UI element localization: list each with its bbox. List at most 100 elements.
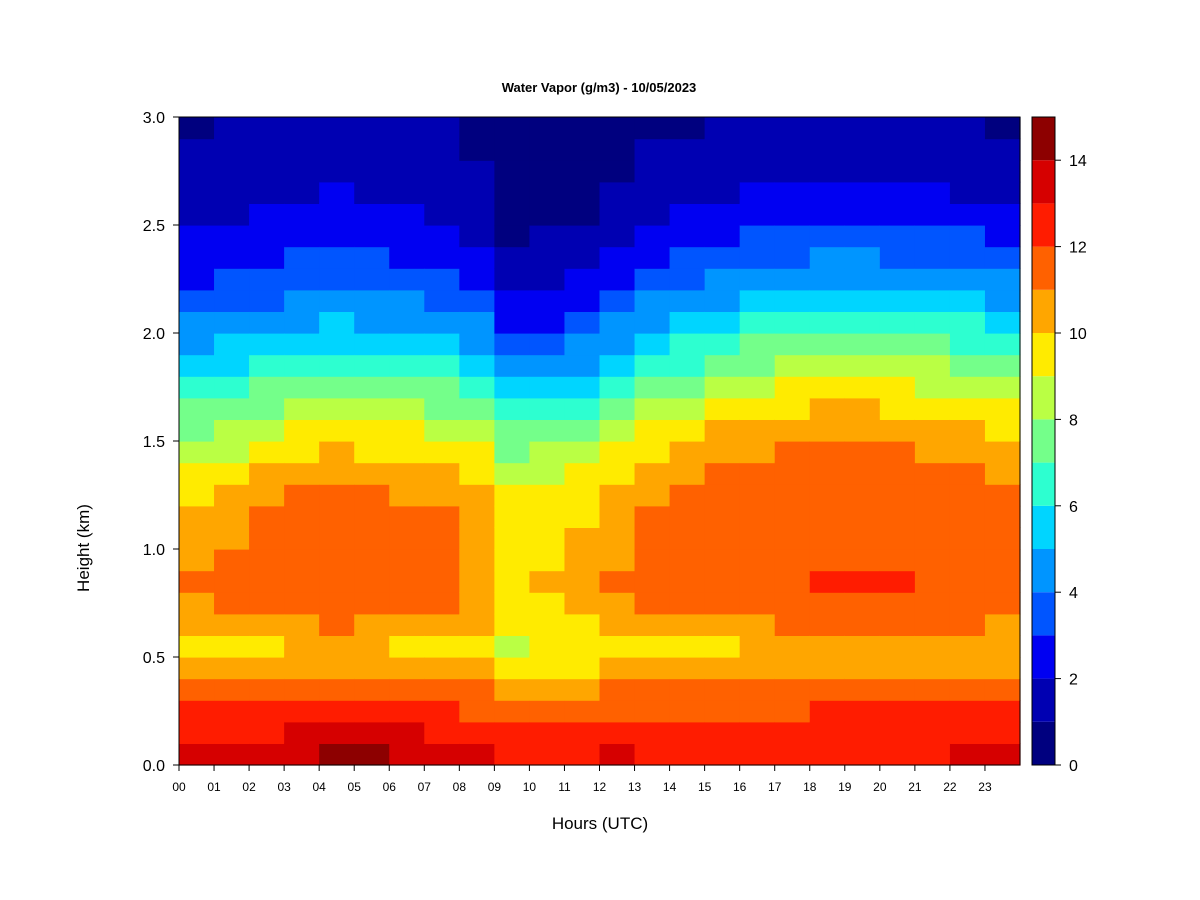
x-tick-label: 00: [172, 780, 186, 794]
heatmap-cell: [704, 613, 741, 636]
heatmap-cell: [634, 138, 671, 161]
heatmap-cell: [984, 181, 1021, 204]
heatmap-cell: [459, 397, 495, 420]
x-tick-label: 09: [488, 780, 502, 794]
heatmap-cell: [354, 376, 390, 399]
heatmap-cell: [634, 592, 671, 615]
heatmap-cell: [634, 721, 671, 744]
heatmap-cell: [634, 462, 671, 485]
heatmap-cell: [389, 743, 425, 766]
heatmap-cell: [529, 462, 566, 485]
heatmap-cell: [599, 354, 636, 377]
heatmap-cell: [669, 613, 706, 636]
heatmap-cell: [774, 160, 811, 183]
colorbar-tick-label: 0: [1069, 758, 1078, 775]
heatmap-cell: [984, 225, 1021, 248]
heatmap-cell: [809, 721, 846, 744]
heatmap-cell: [459, 592, 495, 615]
x-axis-label: Hours (UTC): [552, 814, 648, 833]
heatmap-cell: [319, 354, 355, 377]
heatmap-cell: [319, 268, 355, 291]
heatmap-cell: [739, 635, 776, 658]
heatmap-cell: [984, 721, 1021, 744]
heatmap-cell: [634, 657, 671, 680]
heatmap-cell: [424, 138, 460, 161]
heatmap-cell: [949, 743, 986, 766]
heatmap-cell: [284, 570, 320, 593]
heatmap-cell: [459, 549, 495, 572]
heatmap-cell: [599, 527, 636, 550]
heatmap-cell: [564, 268, 601, 291]
heatmap-cell: [879, 505, 916, 528]
heatmap-cell: [179, 311, 215, 334]
heatmap-cell: [844, 462, 881, 485]
heatmap-cell: [249, 592, 285, 615]
heatmap-cell: [984, 333, 1021, 356]
heatmap-cell: [284, 117, 320, 140]
heatmap-cell: [564, 397, 601, 420]
heatmap-cell: [949, 181, 986, 204]
heatmap-cell: [984, 678, 1021, 701]
heatmap-cell: [214, 376, 250, 399]
heatmap-cell: [424, 354, 460, 377]
heatmap-cell: [844, 505, 881, 528]
x-tick-label: 06: [383, 780, 397, 794]
heatmap-cell: [774, 419, 811, 442]
heatmap-cell: [249, 700, 285, 723]
heatmap-cell: [284, 743, 320, 766]
heatmap-cell: [529, 354, 566, 377]
heatmap-cell: [739, 397, 776, 420]
heatmap-cell: [599, 181, 636, 204]
heatmap-cell: [844, 549, 881, 572]
colorbar-band: [1032, 678, 1055, 722]
x-tick-label: 04: [312, 780, 326, 794]
heatmap-cell: [389, 203, 425, 226]
heatmap-cell: [634, 181, 671, 204]
heatmap-cell: [739, 721, 776, 744]
heatmap-cell: [214, 311, 250, 334]
heatmap-cell: [634, 397, 671, 420]
heatmap-cell: [564, 246, 601, 269]
heatmap-cell: [564, 570, 601, 593]
heatmap-cell: [459, 203, 495, 226]
heatmap-cell: [949, 225, 986, 248]
heatmap-cell: [809, 181, 846, 204]
heatmap-cell: [319, 289, 355, 312]
x-tick-label: 02: [242, 780, 256, 794]
heatmap-cell: [739, 268, 776, 291]
heatmap-cell: [634, 527, 671, 550]
heatmap-cell: [774, 289, 811, 312]
chart-title: Water Vapor (g/m3) - 10/05/2023: [502, 80, 697, 95]
heatmap-cell: [774, 570, 811, 593]
heatmap-cell: [669, 117, 706, 140]
heatmap-cell: [424, 592, 460, 615]
heatmap-plot-area: [179, 117, 1021, 766]
heatmap-cell: [914, 462, 951, 485]
heatmap-cell: [879, 397, 916, 420]
heatmap-cell: [669, 376, 706, 399]
heatmap-cell: [739, 462, 776, 485]
heatmap-cell: [319, 700, 355, 723]
heatmap-cell: [599, 117, 636, 140]
heatmap-cell: [354, 333, 390, 356]
heatmap-cell: [564, 203, 601, 226]
heatmap-cell: [249, 225, 285, 248]
heatmap-cell: [179, 268, 215, 291]
colorbar-band: [1032, 721, 1055, 765]
heatmap-cell: [879, 225, 916, 248]
heatmap-cell: [844, 657, 881, 680]
heatmap-cell: [214, 441, 250, 464]
heatmap-cell: [529, 721, 566, 744]
heatmap-cell: [669, 419, 706, 442]
heatmap-cell: [844, 311, 881, 334]
heatmap-cell: [914, 376, 951, 399]
heatmap-cell: [389, 117, 425, 140]
heatmap-cell: [634, 484, 671, 507]
x-tick-label: 07: [418, 780, 432, 794]
heatmap-cell: [249, 160, 285, 183]
heatmap-cell: [424, 117, 460, 140]
heatmap-cell: [844, 181, 881, 204]
heatmap-cell: [704, 657, 741, 680]
heatmap-cell: [249, 549, 285, 572]
heatmap-cell: [284, 441, 320, 464]
